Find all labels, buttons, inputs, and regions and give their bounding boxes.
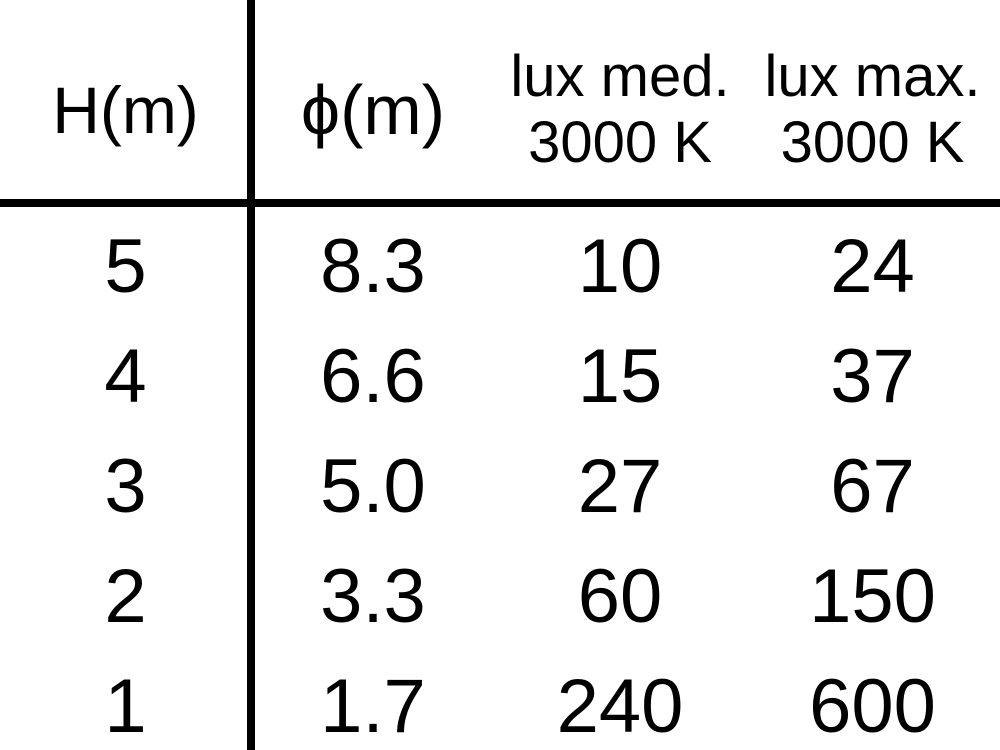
- cell-lux-med: 15: [577, 334, 663, 419]
- cell-lux-med: 240: [556, 664, 684, 749]
- cell-diameter: 5.0: [320, 444, 426, 529]
- column-header-lux-med-label: lux med.: [510, 43, 730, 109]
- cell-height: 5: [104, 224, 147, 309]
- cell-diameter: 3.3: [320, 554, 426, 639]
- cell-lux-med: 60: [577, 554, 663, 639]
- column-header-lux-max-sub: 3000 K: [780, 109, 965, 175]
- cell-height: 2: [104, 554, 147, 639]
- cell-lux-max: 150: [809, 554, 936, 639]
- column-divider-line: [247, 0, 255, 750]
- cell-diameter: 8.3: [320, 224, 426, 309]
- column-header-lux-med-sub: 3000 K: [528, 109, 712, 175]
- table-body: 5 8.3 10 24 4 6.6 15 37 3 5.0 27 67 2 3.…: [0, 212, 1000, 750]
- cell-lux-max: 67: [830, 444, 915, 529]
- header-divider-line: [0, 199, 1000, 207]
- column-header-lux-max: lux max. 3000 K: [745, 20, 1000, 199]
- cell-lux-max: 24: [830, 224, 915, 309]
- cell-height: 4: [104, 334, 147, 419]
- cell-diameter: 6.6: [320, 334, 426, 419]
- cell-lux-max: 600: [809, 664, 936, 749]
- cell-lux-max: 37: [830, 334, 915, 419]
- cell-height: 1: [104, 664, 147, 749]
- column-header-lux-med: lux med. 3000 K: [495, 20, 745, 199]
- cell-diameter: 1.7: [320, 664, 426, 749]
- cell-lux-med: 10: [577, 224, 663, 309]
- column-header-diameter-phi: ϕ(m): [300, 70, 446, 149]
- column-header-height: H(m): [52, 72, 199, 147]
- table-header-row: H(m) ϕ(m) lux med. 3000 K lux max. 3000 …: [0, 0, 1000, 199]
- cell-height: 3: [104, 444, 147, 529]
- column-header-lux-max-label: lux max.: [764, 43, 981, 109]
- cell-lux-med: 27: [577, 444, 663, 529]
